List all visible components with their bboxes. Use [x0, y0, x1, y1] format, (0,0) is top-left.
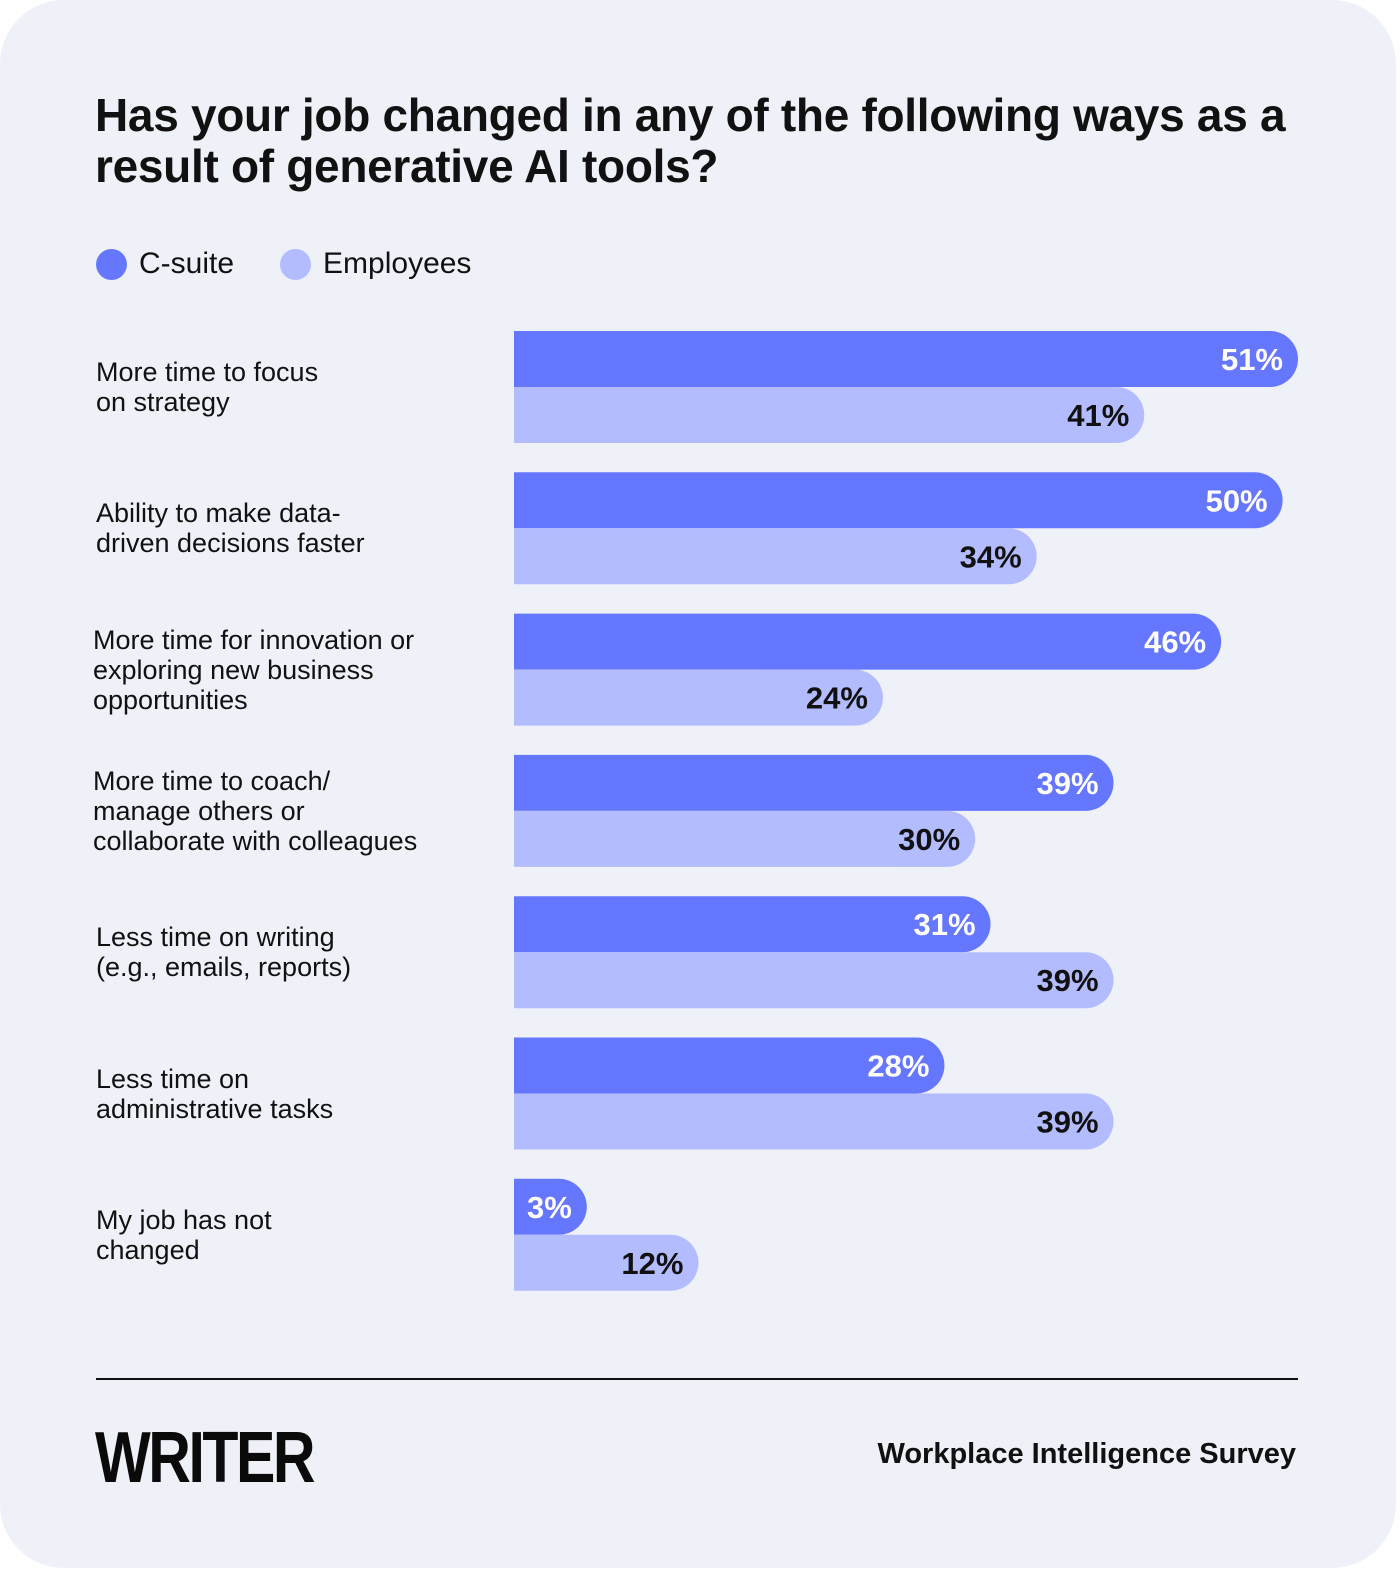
legend-swatch-c-suite — [96, 248, 127, 280]
data-label-employees: 12% — [621, 1246, 683, 1281]
bar-c-suite — [514, 754, 1114, 811]
category-label-line: More time to focus — [96, 357, 319, 387]
legend: C-suite Employees — [96, 244, 517, 284]
category-label: My job has not changed — [96, 1205, 476, 1265]
category-label: More time to coach/manage others or colla… — [93, 766, 488, 856]
data-label-c-suite: 3% — [527, 1190, 572, 1225]
category-label-line: My job has not — [96, 1204, 272, 1235]
data-label-employees: 30% — [898, 822, 960, 857]
bar-c-suite — [514, 1037, 945, 1094]
category-label: Less time on writing (e.g., emails, repor… — [96, 922, 476, 982]
legend-item-employees: Employees — [280, 247, 471, 281]
bar-c-suite — [514, 613, 1222, 670]
category-label-line: (e.g., emails, reports) — [96, 952, 352, 983]
category-label-line: changed — [96, 1234, 200, 1265]
category-label-line: opportunities — [93, 684, 248, 715]
category-label-line: More time to coach/ — [93, 765, 331, 796]
legend-swatch-employees — [280, 248, 312, 280]
category-label: More time for innovation or exploring new… — [93, 625, 488, 715]
bar-employees — [514, 1093, 1114, 1150]
bar-employees — [514, 952, 1114, 1009]
category-label: Ability to make data-driven decisions fa… — [96, 498, 476, 558]
category-label-line: manage others or — [93, 795, 305, 826]
category-label-line: driven decisions faster — [96, 528, 365, 559]
bar-c-suite — [514, 896, 991, 953]
data-label-employees: 39% — [1036, 1105, 1098, 1140]
category-label-line: administrative tasks — [96, 1093, 334, 1124]
data-label-employees: 24% — [806, 681, 868, 716]
category-label: Less time on administrative tasks — [96, 1064, 476, 1124]
data-label-employees: 41% — [1067, 398, 1129, 433]
category-label-line: More time for innovation or — [93, 624, 415, 655]
bar-employees — [514, 810, 976, 867]
data-label-c-suite: 46% — [1144, 625, 1206, 660]
bar-employees — [514, 1234, 699, 1291]
data-label-c-suite: 51% — [1221, 342, 1283, 377]
bar-employees — [514, 528, 1037, 585]
category-label-line: collaborate with colleagues — [93, 825, 418, 856]
bar-employees — [514, 387, 1145, 443]
legend-label-c-suite: C-suite — [139, 247, 235, 280]
data-label-c-suite: 28% — [867, 1049, 929, 1084]
source-label: Workplace Intelligence Survey — [877, 1438, 1296, 1470]
category-label-line: Less time on — [96, 1063, 250, 1094]
bar-chart: 51% 41% 50% 34% 46% 24% 39% 30% 31% 39% 28% 39% 3% 12… — [514, 331, 1298, 1291]
chart-title: Has your job changed in any of the follo… — [95, 89, 1286, 192]
writer-logo: WRITER — [95, 1418, 316, 1498]
data-label-employees: 34% — [960, 539, 1022, 574]
legend-label-employees: Employees — [323, 247, 472, 280]
legend-item-c-suite: C-suite — [96, 247, 234, 281]
data-label-c-suite: 50% — [1206, 483, 1268, 518]
bar-employees — [514, 669, 883, 726]
data-label-c-suite: 31% — [914, 907, 976, 942]
footer-divider — [96, 1378, 1298, 1380]
category-label-line: on strategy — [96, 387, 230, 417]
category-label: More time to focus on strategy — [96, 357, 476, 417]
category-label-line: Ability to make data- — [96, 498, 341, 529]
bar-c-suite — [514, 331, 1298, 387]
category-label-line: exploring new business — [93, 654, 374, 685]
bar-c-suite — [514, 1178, 587, 1235]
data-label-c-suite: 39% — [1036, 766, 1098, 801]
bar-c-suite — [514, 472, 1283, 529]
data-label-employees: 39% — [1036, 963, 1098, 998]
category-label-line: Less time on writing — [96, 922, 335, 953]
